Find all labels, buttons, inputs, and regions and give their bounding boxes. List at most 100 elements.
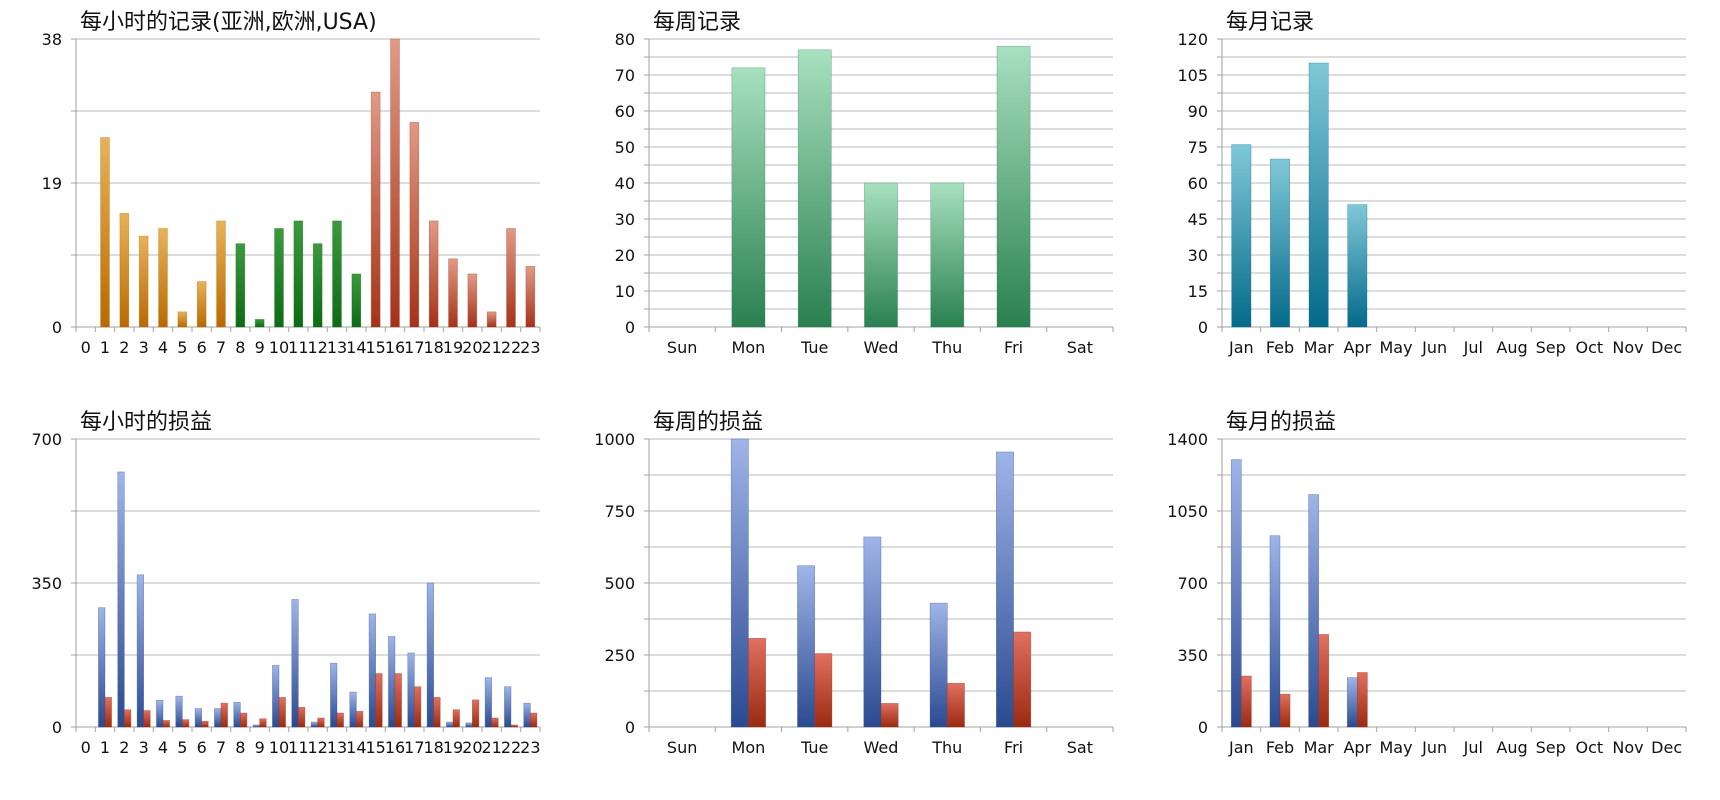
y-tick-label: 750 bbox=[604, 502, 635, 521]
bar-series1-16 bbox=[388, 636, 396, 728]
bar-series2-Feb bbox=[1279, 693, 1291, 728]
y-tick-label: 60 bbox=[615, 102, 635, 121]
chart-monthly-records: 0 15 30 45 60 75 90 105 120 Jan Feb Mar Apr May Jun Jul… bbox=[1177, 30, 1687, 357]
x-tick-label: Fri bbox=[1004, 738, 1023, 757]
y-tick-label: 30 bbox=[1188, 246, 1208, 265]
x-tick-label: 3 bbox=[139, 738, 149, 757]
chart-title: 每小时的损益 bbox=[80, 410, 213, 435]
bar-17 bbox=[409, 122, 420, 328]
bar-series1-5 bbox=[175, 695, 183, 728]
x-tick-label: 5 bbox=[177, 738, 187, 757]
bar-series1-Feb bbox=[1269, 535, 1281, 728]
bar-series2-14 bbox=[356, 711, 364, 728]
chart-panel-hourly-records: 0 19 38 0 1 2 3 4 5 6 7 8 9 10 11 12 13 14 15 16 17 18 19 20 21 2… bbox=[0, 0, 573, 400]
y-tick-label: 10 bbox=[615, 282, 635, 301]
x-tick-label: Jan bbox=[1228, 338, 1254, 357]
bar-series1-Jan bbox=[1230, 459, 1242, 728]
chart-title: 每周记录 bbox=[653, 10, 742, 35]
x-tick-label: 17 bbox=[404, 738, 424, 757]
bar-20 bbox=[467, 273, 478, 328]
bar-Wed bbox=[864, 182, 898, 328]
bar-series1-21 bbox=[484, 677, 492, 728]
y-tick-label: 20 bbox=[615, 246, 635, 265]
x-tick-label: 17 bbox=[404, 338, 424, 357]
bar-Thu bbox=[930, 182, 965, 328]
x-tick-label: 8 bbox=[235, 738, 245, 757]
bar-series2-17 bbox=[414, 686, 422, 728]
x-tick-label: Aug bbox=[1496, 738, 1527, 757]
x-tick-label: 18 bbox=[423, 738, 443, 757]
x-tick-label: 4 bbox=[158, 738, 168, 757]
bar-Mon bbox=[731, 67, 766, 328]
bar-11 bbox=[293, 220, 304, 328]
y-tick-label: 120 bbox=[1177, 30, 1208, 49]
x-tick-label: 22 bbox=[501, 338, 521, 357]
y-tick-label: 50 bbox=[615, 138, 635, 157]
y-tick-label: 90 bbox=[1188, 102, 1208, 121]
x-tick-label: 11 bbox=[288, 738, 308, 757]
x-tick-label: Fri bbox=[1004, 338, 1023, 357]
x-tick-label: 12 bbox=[307, 338, 327, 357]
bar-series1-8 bbox=[233, 702, 241, 728]
bar-series2-Mon bbox=[748, 637, 766, 728]
x-tick-label: 19 bbox=[443, 738, 463, 757]
x-tick-label: Sep bbox=[1536, 738, 1566, 757]
bar-series1-Apr bbox=[1346, 677, 1358, 728]
bar-series1-Fri bbox=[996, 451, 1014, 728]
bar-series2-21 bbox=[491, 717, 499, 728]
x-tick-label: 22 bbox=[501, 738, 521, 757]
bar-19 bbox=[448, 258, 458, 328]
bar-series2-4 bbox=[162, 720, 170, 728]
y-tick-label: 700 bbox=[1177, 574, 1208, 593]
bar-Mar bbox=[1308, 62, 1329, 328]
bar-series2-19 bbox=[452, 709, 460, 728]
x-tick-label: 6 bbox=[197, 338, 207, 357]
y-tick-label: 250 bbox=[604, 646, 635, 665]
bar-series2-Wed bbox=[880, 703, 899, 728]
bar-series1-Mar bbox=[1308, 494, 1319, 728]
bar-series2-Mar bbox=[1318, 634, 1330, 728]
bar-series1-14 bbox=[349, 691, 357, 728]
x-tick-label: Apr bbox=[1343, 738, 1371, 757]
x-tick-label: Jul bbox=[1463, 738, 1483, 757]
x-tick-label: Oct bbox=[1575, 738, 1603, 757]
bar-series2-Jan bbox=[1241, 675, 1252, 728]
x-tick-label: Aug bbox=[1496, 338, 1527, 357]
x-tick-label: 9 bbox=[255, 738, 265, 757]
y-tick-label: 1000 bbox=[594, 430, 635, 449]
x-tick-label: Jun bbox=[1421, 338, 1447, 357]
bar-series1-20 bbox=[465, 722, 473, 728]
x-tick-label: 12 bbox=[307, 738, 327, 757]
x-tick-label: Jun bbox=[1421, 738, 1447, 757]
x-tick-label: 10 bbox=[269, 738, 289, 757]
y-tick-label: 350 bbox=[31, 574, 62, 593]
x-tick-label: 5 bbox=[177, 338, 187, 357]
y-tick-label: 19 bbox=[42, 174, 62, 193]
bar-series2-22 bbox=[510, 724, 518, 728]
x-tick-label: 16 bbox=[385, 738, 405, 757]
bar-Tue bbox=[797, 49, 832, 328]
bar-series2-15 bbox=[375, 673, 383, 728]
y-tick-label: 0 bbox=[1198, 718, 1208, 737]
chart-panel-monthly-pnl: 0 350 700 1050 1400 Jan Feb Mar Apr May Jun Jul Aug S… bbox=[1146, 400, 1719, 800]
bar-series1-23 bbox=[523, 702, 531, 728]
y-tick-label: 700 bbox=[31, 430, 62, 449]
bar-series2-5 bbox=[182, 719, 190, 728]
x-tick-label: 20 bbox=[462, 338, 482, 357]
x-tick-label: 14 bbox=[346, 738, 366, 757]
x-tick-label: Sep bbox=[1536, 338, 1566, 357]
bar-series2-16 bbox=[394, 673, 402, 728]
chart-weekly-pnl: 0 250 500 750 1000 Sun Mon Tue Wed Thu Fri Sat bbox=[594, 430, 1114, 757]
bar-4 bbox=[158, 228, 168, 328]
x-tick-label: 13 bbox=[327, 338, 347, 357]
bar-series2-Thu bbox=[946, 682, 965, 728]
x-tick-label: May bbox=[1379, 738, 1412, 757]
x-tick-label: Feb bbox=[1266, 738, 1294, 757]
bar-series2-13 bbox=[336, 712, 344, 728]
x-tick-label: 8 bbox=[235, 338, 245, 357]
bar-7 bbox=[216, 220, 226, 328]
y-tick-label: 60 bbox=[1188, 174, 1208, 193]
chart-panel-hourly-pnl: 0 350 700 0 1 2 3 4 5 6 7 8 9 10 11 12 13 14 15 16 17 18 19 20 2… bbox=[0, 400, 573, 800]
